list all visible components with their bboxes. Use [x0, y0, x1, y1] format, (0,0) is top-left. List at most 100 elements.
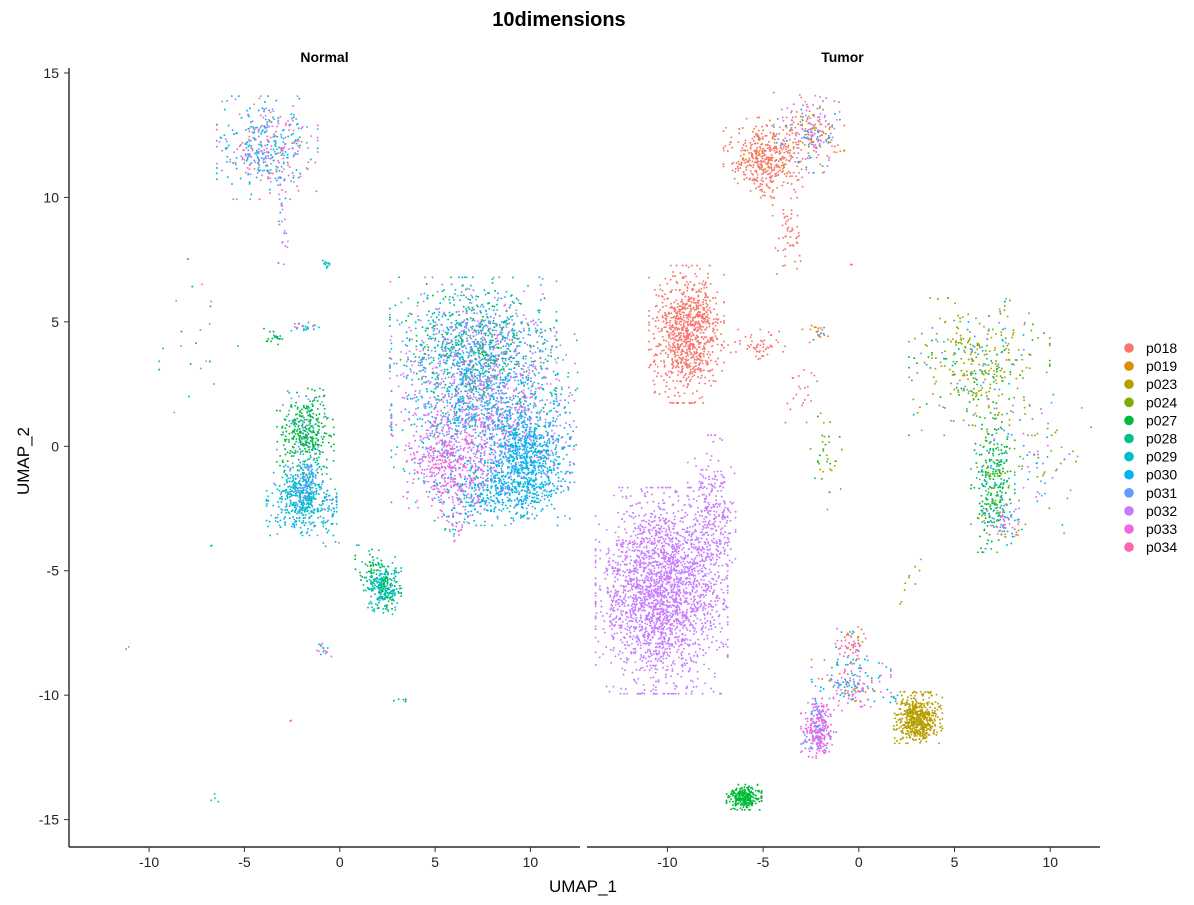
scatter-point [219, 136, 222, 139]
scatter-point [269, 168, 272, 171]
scatter-point [534, 397, 537, 400]
scatter-point [319, 403, 322, 406]
scatter-point [296, 428, 299, 431]
scatter-point [393, 572, 396, 575]
scatter-point [539, 332, 542, 335]
scatter-point [294, 451, 297, 454]
scatter-point [428, 456, 431, 459]
scatter-point [388, 351, 391, 353]
scatter-point [457, 276, 460, 279]
scatter-point [287, 485, 290, 488]
scatter-point [308, 516, 311, 519]
scatter-point [409, 329, 412, 332]
scatter-point [276, 532, 279, 535]
scatter-point [456, 364, 459, 367]
scatter-point [495, 409, 498, 412]
scatter-point [431, 497, 434, 500]
scatter-point [426, 390, 429, 393]
scatter-point [555, 397, 558, 400]
scatter-point [491, 339, 494, 342]
scatter-point [482, 375, 485, 378]
scatter-point [387, 565, 390, 568]
scatter-point [373, 608, 376, 611]
scatter-point [442, 500, 445, 503]
scatter-point [518, 341, 521, 344]
scatter-point [456, 294, 459, 297]
scatter-point [455, 412, 458, 415]
scatter-point [501, 381, 504, 384]
scatter-point [371, 556, 374, 559]
scatter-point [293, 443, 296, 446]
scatter-point [317, 445, 320, 448]
scatter-point [257, 143, 260, 146]
scatter-point [526, 343, 529, 346]
scatter-point [483, 381, 486, 384]
scatter-point [413, 423, 416, 426]
scatter-point [323, 425, 326, 427]
scatter-point [479, 476, 482, 479]
scatter-point [277, 159, 280, 162]
scatter-point [465, 317, 468, 320]
scatter-point [504, 455, 507, 458]
scatter-point [279, 335, 282, 337]
scatter-point [534, 321, 537, 324]
scatter-point [301, 480, 304, 483]
scatter-point [507, 318, 510, 321]
scatter-point [292, 436, 295, 439]
scatter-point [526, 322, 529, 325]
scatter-point [502, 326, 505, 329]
scatter-point [499, 326, 502, 329]
scatter-point [472, 481, 475, 484]
scatter-point [305, 473, 307, 476]
scatter-point [510, 368, 512, 371]
scatter-point [461, 284, 464, 287]
scatter-point [455, 440, 458, 443]
scatter-point [286, 495, 289, 498]
scatter-point [292, 504, 295, 507]
scatter-point [529, 356, 532, 359]
scatter-point [440, 409, 443, 412]
scatter-point [290, 473, 292, 476]
scatter-point [406, 360, 408, 363]
scatter-point [547, 421, 550, 424]
scatter-point [285, 481, 288, 484]
scatter-point [519, 372, 522, 375]
scatter-point [535, 331, 538, 334]
scatter-point [419, 364, 422, 367]
scatter-point [286, 153, 289, 156]
scatter-point [392, 466, 395, 469]
scatter-point [499, 333, 502, 336]
scatter-point [321, 438, 324, 440]
scatter-point [241, 158, 244, 161]
scatter-point [547, 457, 550, 460]
scatter-point [449, 382, 452, 385]
scatter-point [403, 364, 406, 367]
scatter-point [451, 296, 454, 299]
scatter-point [391, 584, 394, 587]
scatter-point [311, 388, 313, 391]
scatter-point [546, 360, 549, 363]
scatter-point [354, 554, 357, 557]
scatter-point [441, 335, 444, 338]
scatter-point [277, 152, 280, 155]
scatter-point [462, 305, 465, 308]
scatter-point [460, 291, 463, 293]
scatter-point [397, 592, 400, 594]
scatter-point [243, 149, 245, 152]
scatter-point [253, 167, 256, 170]
scatter-point [257, 166, 260, 169]
scatter-point [503, 386, 506, 388]
scatter-point [429, 449, 432, 451]
scatter-point [467, 402, 470, 405]
scatter-point [429, 322, 432, 325]
scatter-point [450, 283, 453, 286]
scatter-point [294, 503, 297, 506]
scatter-point [500, 480, 503, 483]
scatter-point [472, 446, 475, 449]
scatter-point [301, 486, 304, 489]
point-cluster [275, 387, 335, 476]
scatter-point [312, 429, 315, 432]
scatter-point [484, 319, 487, 322]
scatter-point [404, 449, 407, 452]
scatter-point [463, 345, 466, 348]
